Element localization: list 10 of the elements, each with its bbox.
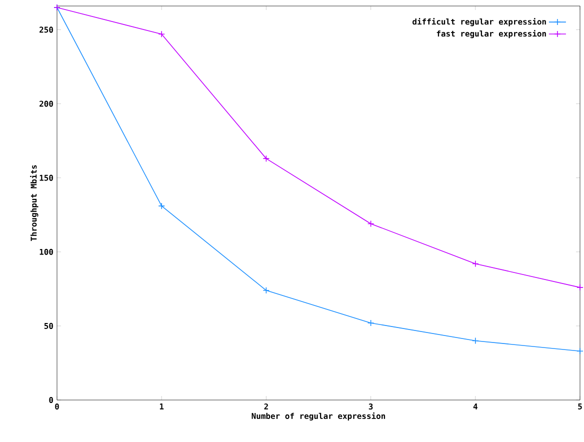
point (262, 286, 270, 294)
point (367, 220, 374, 228)
point (472, 260, 479, 268)
point (576, 348, 584, 355)
point (158, 30, 165, 38)
point (576, 284, 584, 291)
point (158, 202, 165, 210)
point (472, 337, 479, 344)
point (367, 320, 374, 326)
point (262, 155, 270, 162)
